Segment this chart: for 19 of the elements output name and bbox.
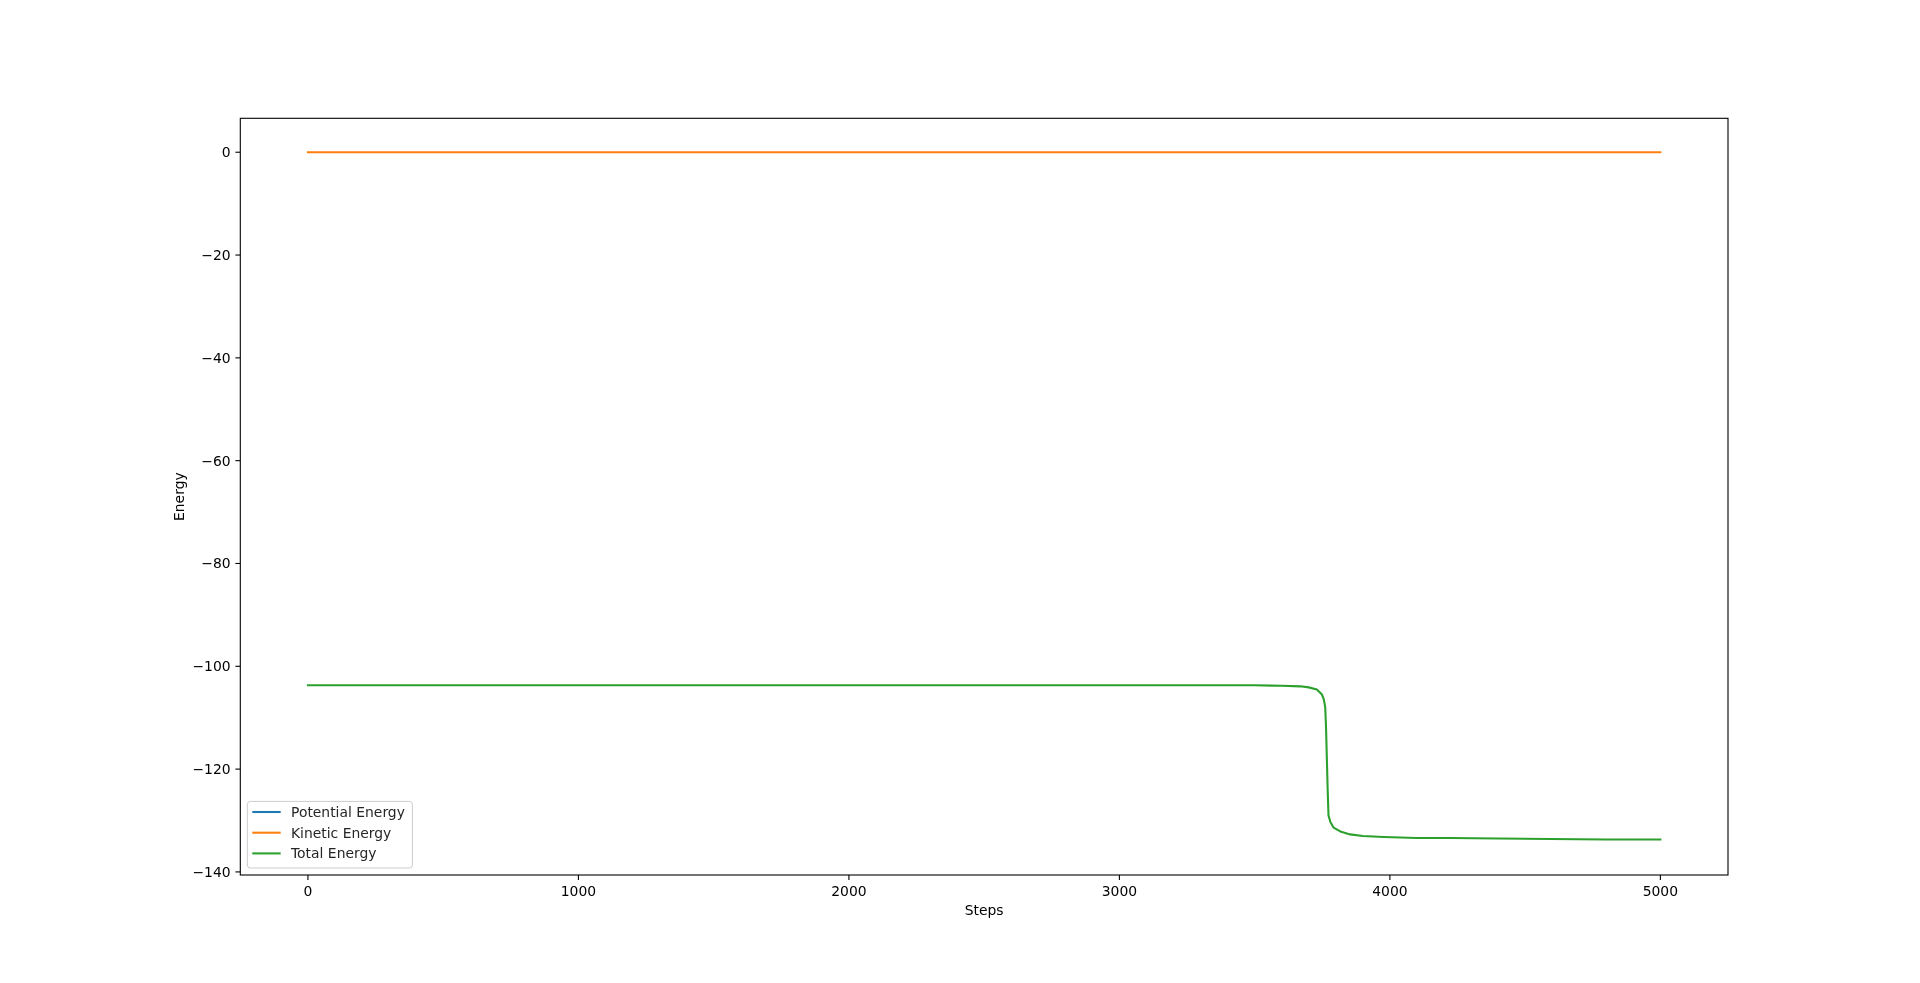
- y-tick-label: −120: [192, 760, 231, 777]
- x-tick-label: 3000: [1101, 882, 1138, 899]
- y-tick-label: −100: [192, 658, 231, 675]
- x-tick-label: 4000: [1372, 882, 1408, 899]
- y-tick-label: −140: [192, 863, 231, 880]
- legend-label: Potential Energy: [291, 803, 405, 820]
- legend-label: Kinetic Energy: [291, 824, 392, 841]
- y-tick-label: −60: [201, 452, 231, 469]
- x-axis-title: Steps: [964, 901, 1004, 918]
- y-tick-label: 0: [221, 144, 231, 161]
- y-tick-label: −20: [201, 246, 231, 263]
- x-tick-label: 2000: [831, 882, 867, 899]
- y-tick-label: −80: [201, 555, 231, 572]
- x-tick-label: 5000: [1642, 882, 1679, 899]
- y-axis-title: Energy: [170, 472, 187, 521]
- legend-label: Total Energy: [290, 845, 377, 862]
- x-tick-label: 1000: [560, 882, 597, 899]
- y-tick-label: −40: [201, 349, 231, 366]
- x-tick-label: 0: [303, 882, 313, 899]
